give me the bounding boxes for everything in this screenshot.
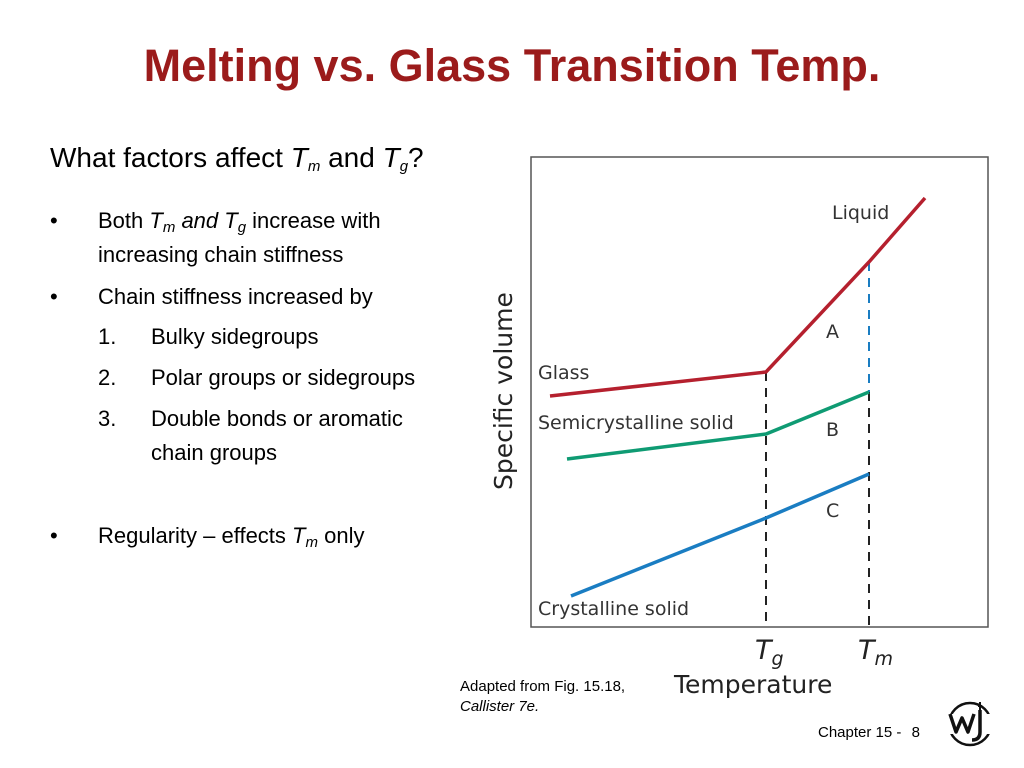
tm-symbol: T xyxy=(290,142,308,173)
bullet-3-tm: T xyxy=(292,523,306,548)
bullet-1-line-2: increasing chain stiffness xyxy=(98,242,344,267)
sub-item-number: 3. xyxy=(98,406,117,431)
tg-symbol: T xyxy=(382,142,400,173)
plot-frame xyxy=(530,156,989,628)
bullet-1-pre: Both xyxy=(98,208,150,233)
page-number: 8 xyxy=(911,724,920,741)
bullet-1-line-1: Both Tm and Tg increase with xyxy=(98,205,381,244)
question-prefix: What factors affect xyxy=(50,142,291,173)
caption-line-2: Callister 7e. xyxy=(460,697,625,717)
bullet-3-pre: Regularity – effects xyxy=(98,523,293,548)
sub-item-number: 1. xyxy=(98,324,117,349)
bullet-3-post: only xyxy=(317,523,365,548)
question-middle: and xyxy=(320,142,383,173)
bullet-2: Chain stiffness increased by xyxy=(98,284,373,309)
bullet-marker: • xyxy=(50,284,58,309)
tick-tm: Tm xyxy=(858,635,893,670)
tick-tg-main: T xyxy=(755,635,774,666)
semicrystalline-curve xyxy=(566,390,870,461)
glass-liquid-curve xyxy=(549,196,927,398)
label-semicrystalline: Semicrystalline solid xyxy=(538,412,734,434)
bullet-1-post: increase with xyxy=(246,208,381,233)
tm-subscript: m xyxy=(307,158,321,175)
chapter-label: Chapter 15 - xyxy=(818,724,902,741)
label-crystalline: Crystalline solid xyxy=(538,598,689,620)
publisher-logo-icon xyxy=(946,701,994,747)
tg-subscript: g xyxy=(399,158,409,175)
bullet-3: Regularity – effects Tm only xyxy=(98,520,364,559)
label-c: C xyxy=(826,500,839,522)
label-a: A xyxy=(826,321,839,343)
tick-tm-main: T xyxy=(858,635,877,666)
label-liquid: Liquid xyxy=(832,202,889,224)
bullet-1-tm-sub: m xyxy=(162,219,176,236)
bullet-marker: • xyxy=(50,523,58,548)
x-axis-label: Temperature xyxy=(673,670,832,699)
bullet-1-mid: and T xyxy=(175,208,238,233)
sub-item-number: 2. xyxy=(98,365,117,390)
label-b: B xyxy=(826,419,839,441)
sub-item-3-line-1: Double bonds or aromatic xyxy=(151,406,403,431)
crystalline-curve xyxy=(570,472,870,598)
tick-tm-sub: m xyxy=(875,648,894,670)
caption-source: Callister 7e. xyxy=(460,698,540,715)
bullet-1-tg-sub: g xyxy=(237,219,247,236)
sub-item-2: Polar groups or sidegroups xyxy=(151,365,416,390)
bullet-marker: • xyxy=(50,208,58,233)
bullet-1-tm: T xyxy=(149,208,163,233)
y-axis-label: Specific volume xyxy=(489,292,518,490)
figure-caption: Adapted from Fig. 15.18, Callister 7e. xyxy=(460,677,625,717)
tick-tg: Tg xyxy=(755,635,784,670)
label-glass: Glass xyxy=(538,362,589,384)
slide-title: Melting vs. Glass Transition Temp. xyxy=(143,40,881,91)
slide-footer: Chapter 15 - 8 xyxy=(818,724,920,741)
caption-line-1: Adapted from Fig. 15.18, xyxy=(460,678,626,695)
question-suffix: ? xyxy=(408,142,424,173)
bullet-3-tm-sub: m xyxy=(305,534,318,551)
specific-volume-diagram: Liquid Glass Semicrystalline solid Cryst… xyxy=(489,156,989,699)
question-heading: What factors affect Tm and Tg? xyxy=(50,142,424,175)
sub-item-3-line-2: chain groups xyxy=(151,440,277,465)
sub-item-1: Bulky sidegroups xyxy=(151,324,319,349)
tick-tg-sub: g xyxy=(772,648,784,670)
